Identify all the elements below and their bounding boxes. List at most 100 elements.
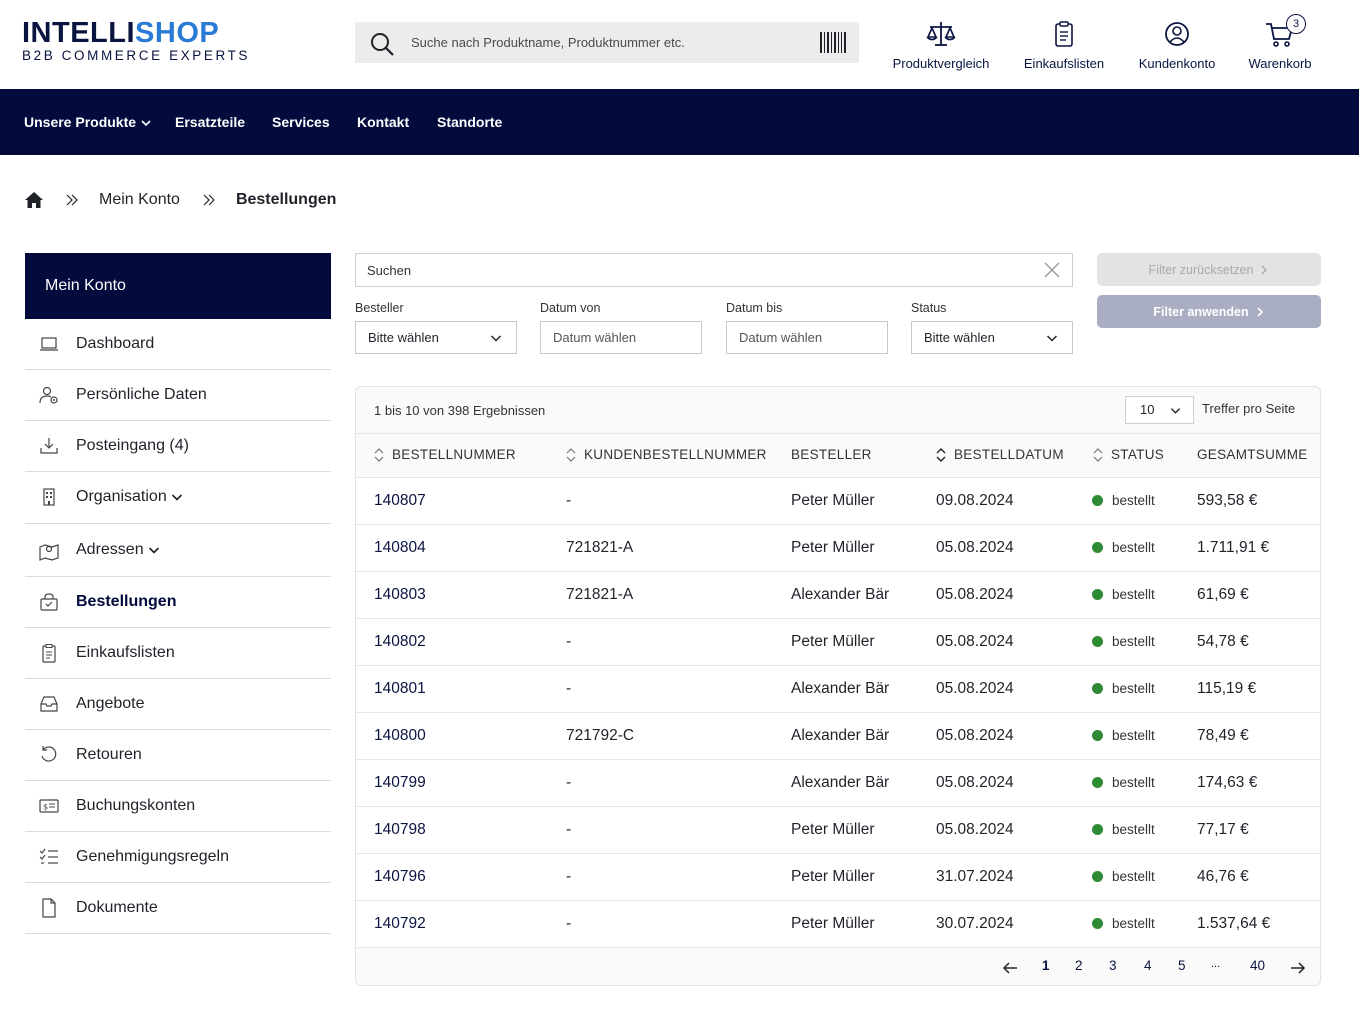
header-link-shopping-lists[interactable]: Einkaufslisten	[1022, 18, 1106, 74]
column-header-status[interactable]: STATUS	[1093, 447, 1164, 462]
order-number-link[interactable]: 140798	[374, 821, 426, 838]
column-header-order-number[interactable]: BESTELLNUMMER	[374, 447, 516, 462]
per-page-value: 10	[1140, 402, 1155, 417]
customer-order-number: -	[566, 774, 572, 791]
order-date: 05.08.2024	[936, 727, 1014, 744]
date-from-field[interactable]: Datum wählen	[540, 321, 702, 354]
order-number-link[interactable]: 140792	[374, 915, 426, 932]
nav-item-locations[interactable]: Standorte	[437, 114, 503, 130]
orderer-name: Alexander Bär	[791, 586, 890, 603]
sidebar-item-orders[interactable]: Bestellungen	[25, 577, 331, 628]
header-link-cart[interactable]: 3 Warenkorb	[1247, 14, 1313, 74]
orderer-select[interactable]: Bitte wählen	[355, 321, 517, 354]
page-link[interactable]: 3	[1109, 958, 1117, 973]
arrow-left-icon[interactable]	[1002, 961, 1018, 975]
nav-item-products[interactable]: Unsere Produkte	[24, 89, 152, 155]
table-row[interactable]: 140807 - Peter Müller 09.08.2024 593,58 € bes…	[356, 477, 1320, 524]
apply-filter-button[interactable]: Filter anwenden	[1097, 295, 1321, 328]
map-icon	[39, 544, 59, 561]
breadcrumb: Mein Konto Bestellungen	[24, 189, 336, 211]
column-header-order-date[interactable]: BESTELLDATUM	[936, 447, 1064, 462]
header-link-compare[interactable]: Produktvergleich	[892, 18, 990, 74]
page-link[interactable]: 40	[1250, 958, 1266, 973]
sidebar-item-returns[interactable]: Retouren	[25, 730, 331, 781]
nav-item-spare-parts[interactable]: Ersatzteile	[175, 114, 246, 130]
order-number-link[interactable]: 140799	[374, 774, 426, 791]
search-input[interactable]	[411, 22, 801, 63]
order-number-link[interactable]: 140804	[374, 539, 426, 556]
page-link[interactable]: 4	[1144, 958, 1152, 973]
close-icon[interactable]	[1044, 262, 1060, 278]
arrow-right-icon[interactable]	[1290, 961, 1306, 975]
header-link-account[interactable]: Kundenkonto	[1137, 18, 1217, 74]
order-number-link[interactable]: 140807	[374, 492, 426, 509]
status-dot-icon	[1092, 589, 1103, 600]
status-select[interactable]: Bitte wählen	[911, 321, 1073, 354]
table-row[interactable]: 140804 721821-A Peter Müller 05.08.2024 1.71…	[356, 524, 1320, 571]
barcode-scan-icon[interactable]	[820, 32, 846, 53]
breadcrumb-link-account[interactable]: Mein Konto	[99, 191, 180, 208]
table-row[interactable]: 140803 721821-A Alexander Bär 05.08.2024 61,…	[356, 571, 1320, 618]
page-link-current[interactable]: 1	[1042, 958, 1050, 973]
download-icon	[40, 438, 58, 454]
button-label: Filter zurücksetzen	[1148, 262, 1254, 277]
column-header-total: GESAMTSUMME	[1197, 447, 1308, 462]
table-row[interactable]: 140802 - Peter Müller 05.08.2024 54,78 € best…	[356, 618, 1320, 665]
status-label: bestellt	[1112, 728, 1155, 743]
reset-filter-button[interactable]: Filter zurücksetzen	[1097, 253, 1321, 286]
status-label: bestellt	[1112, 916, 1155, 931]
sidebar-item-label: Dokumente	[76, 899, 158, 916]
sidebar-item-dashboard[interactable]: Dashboard	[25, 319, 331, 370]
sidebar-item-label: Dashboard	[76, 335, 155, 352]
table-row[interactable]: 140798 - Peter Müller 05.08.2024 77,17 € best…	[356, 806, 1320, 853]
order-total: 174,63 €	[1197, 774, 1258, 791]
status-dot-icon	[1092, 683, 1103, 694]
status-badge: bestellt	[1092, 634, 1155, 649]
return-icon	[41, 746, 57, 762]
order-number-link[interactable]: 140801	[374, 680, 426, 697]
order-number-link[interactable]: 140802	[374, 633, 426, 650]
status-dot-icon	[1092, 636, 1103, 647]
nav-item-services[interactable]: Services	[272, 114, 330, 130]
user-settings-icon	[39, 386, 58, 404]
page-link[interactable]: 2	[1075, 958, 1083, 973]
chevron-down-icon	[1170, 408, 1181, 414]
order-number-link[interactable]: 140800	[374, 727, 426, 744]
sidebar-item-approval-rules[interactable]: Genehmigungsregeln	[25, 832, 331, 883]
filter-label-orderer: Besteller	[355, 301, 404, 315]
table-row[interactable]: 140800 721792-C Alexander Bär 05.08.2024 78,…	[356, 712, 1320, 759]
order-number-link[interactable]: 140803	[374, 586, 426, 603]
per-page-select[interactable]: 10	[1125, 396, 1194, 424]
table-row[interactable]: 140799 - Alexander Bär 05.08.2024 174,63 € be…	[356, 759, 1320, 806]
order-date: 05.08.2024	[936, 586, 1014, 603]
page-link[interactable]: 5	[1178, 958, 1186, 973]
chevron-down-icon	[1046, 335, 1058, 342]
status-label: bestellt	[1112, 587, 1155, 602]
table-row[interactable]: 140796 - Peter Müller 31.07.2024 46,76 € best…	[356, 853, 1320, 900]
date-to-field[interactable]: Datum wählen	[726, 321, 888, 354]
customer-order-number: -	[566, 680, 572, 697]
order-number-link[interactable]: 140796	[374, 868, 426, 885]
sidebar-item-inbox[interactable]: Posteingang (4)	[25, 421, 331, 472]
table-row[interactable]: 140792 - Peter Müller 30.07.2024 1.537,64 € b…	[356, 900, 1320, 947]
sidebar-item-addresses[interactable]: Adressen	[25, 524, 331, 577]
sidebar-item-documents[interactable]: Dokumente	[25, 883, 331, 934]
home-icon[interactable]	[24, 191, 44, 209]
logo[interactable]: INTELLISHOP B2B COMMERCE EXPERTS	[22, 19, 252, 64]
sidebar-item-label-wrap: Organisation	[76, 488, 183, 506]
status-badge: bestellt	[1092, 916, 1155, 931]
order-search-input[interactable]	[367, 254, 1017, 286]
sidebar-item-personal-data[interactable]: Persönliche Daten	[25, 370, 331, 421]
orderer-name: Peter Müller	[791, 915, 875, 932]
search-icon[interactable]	[369, 31, 395, 57]
sidebar-item-quotes[interactable]: Angebote	[25, 679, 331, 730]
table-row[interactable]: 140801 - Alexander Bär 05.08.2024 115,19 € be…	[356, 665, 1320, 712]
column-header-customer-order-number[interactable]: KUNDENBESTELLNUMMER	[566, 447, 767, 462]
sidebar-item-label: Bestellungen	[76, 593, 177, 610]
sidebar-item-shopping-lists[interactable]: Einkaufslisten	[25, 628, 331, 679]
order-date: 05.08.2024	[936, 539, 1014, 556]
nav-item-contact[interactable]: Kontakt	[357, 114, 410, 130]
sidebar-item-booking-accounts[interactable]: $ Buchungskonten	[25, 781, 331, 832]
date-placeholder: Datum wählen	[553, 330, 637, 345]
sidebar-item-organisation[interactable]: Organisation	[25, 472, 331, 524]
